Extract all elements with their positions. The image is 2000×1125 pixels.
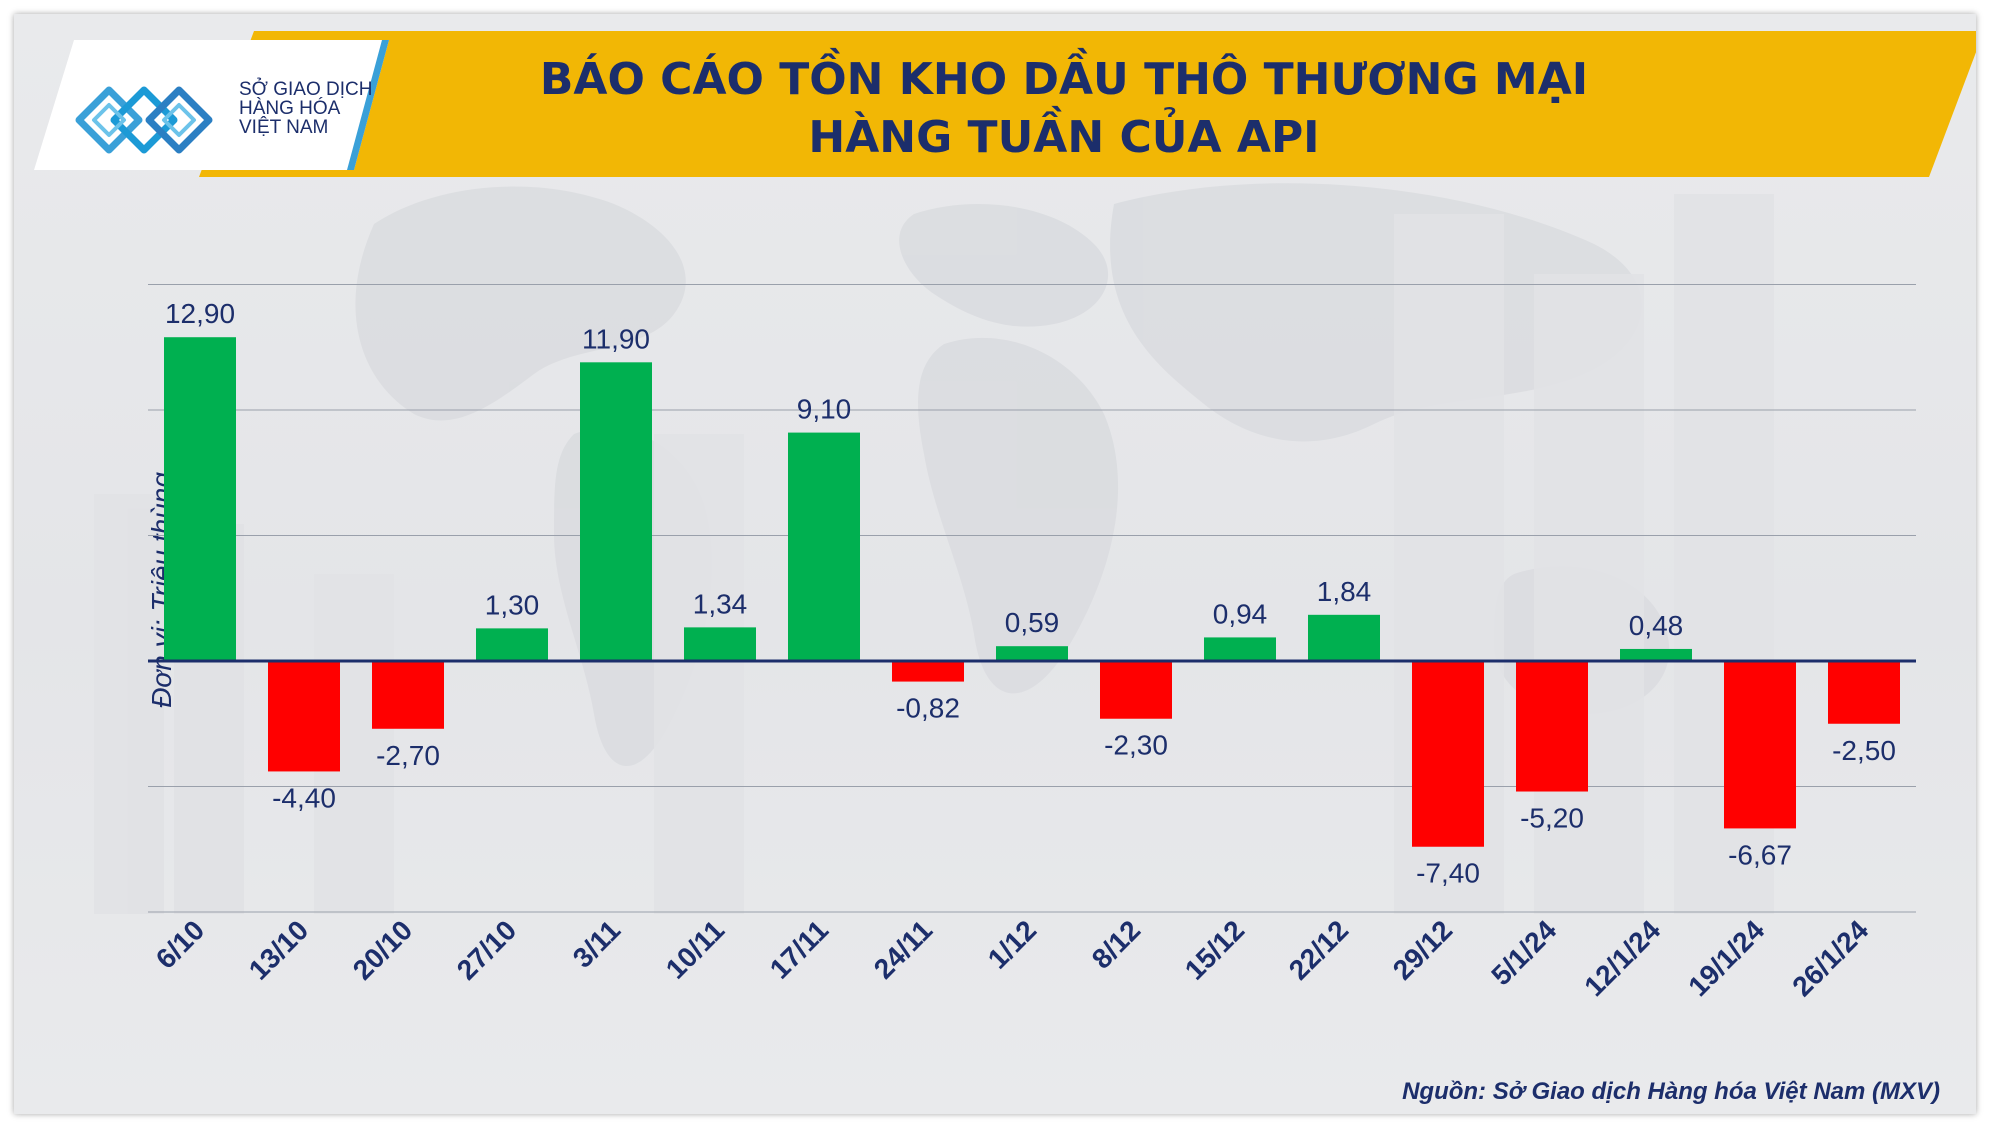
x-tick-label: 10/11 bbox=[660, 914, 730, 984]
chart-title: BÁO CÁO TỒN KHO DẦU THÔ THƯƠNG MẠI HÀNG … bbox=[514, 51, 1614, 167]
data-label: 0,48 bbox=[1629, 610, 1684, 641]
x-tick-label: 6/10 bbox=[150, 914, 210, 974]
bar bbox=[164, 337, 236, 661]
bar-chart: 12,90 6/10 -4,40 13/10 -2,70 20/10 1,30 27/10 11… bbox=[148, 284, 1916, 1002]
source-note: Nguồn: Sở Giao dịch Hàng hóa Việt Nam (M… bbox=[1402, 1078, 1940, 1105]
bar bbox=[1724, 661, 1796, 829]
data-label: -2,70 bbox=[376, 740, 440, 771]
x-tick-label: 1/12 bbox=[982, 914, 1042, 974]
data-label: -2,50 bbox=[1832, 735, 1896, 766]
data-label: 9,10 bbox=[797, 394, 852, 425]
data-label: -2,30 bbox=[1104, 730, 1168, 761]
data-label: -4,40 bbox=[272, 782, 336, 813]
title-line-1: BÁO CÁO TỒN KHO DẦU THÔ THƯƠNG MẠI bbox=[539, 54, 1589, 105]
logo-text: SỞ GIAO DỊCH HÀNG HÓA VIỆT NAM bbox=[239, 80, 399, 137]
title-line-2: HÀNG TUẦN CỦA API bbox=[808, 112, 1320, 163]
x-tick-label: 5/1/24 bbox=[1485, 914, 1562, 991]
x-tick-label: 26/1/24 bbox=[1786, 914, 1874, 1002]
data-label: -0,82 bbox=[896, 693, 960, 724]
chart-frame: BÁO CÁO TỒN KHO DẦU THÔ THƯƠNG MẠI HÀNG … bbox=[14, 14, 1976, 1114]
x-tick-label: 12/1/24 bbox=[1578, 914, 1666, 1002]
bar bbox=[476, 628, 548, 661]
data-label: 1,34 bbox=[693, 588, 748, 619]
x-tick-label: 15/12 bbox=[1179, 914, 1250, 985]
x-tick-label: 19/1/24 bbox=[1682, 914, 1770, 1002]
bar bbox=[892, 661, 964, 682]
x-tick-label: 22/12 bbox=[1283, 914, 1354, 985]
x-tick-label: 27/10 bbox=[451, 914, 522, 985]
bar bbox=[684, 627, 756, 661]
title-banner: BÁO CÁO TỒN KHO DẦU THÔ THƯƠNG MẠI HÀNG … bbox=[184, 31, 1976, 177]
logo-line-1: SỞ GIAO DỊCH bbox=[239, 79, 373, 100]
data-label: -7,40 bbox=[1416, 858, 1480, 889]
x-tick-label: 3/11 bbox=[567, 914, 626, 973]
banner-shape bbox=[199, 31, 1976, 177]
data-label: 1,84 bbox=[1317, 576, 1372, 607]
data-label: -6,67 bbox=[1728, 839, 1792, 870]
bar bbox=[1100, 661, 1172, 719]
bar bbox=[996, 646, 1068, 661]
x-tick-label: 8/12 bbox=[1086, 914, 1146, 974]
data-label: 12,90 bbox=[165, 298, 235, 329]
bar bbox=[268, 661, 340, 772]
bar bbox=[1204, 637, 1276, 661]
bar bbox=[1516, 661, 1588, 792]
bar bbox=[788, 432, 860, 661]
x-tick-label: 13/10 bbox=[243, 914, 314, 985]
logo: SỞ GIAO DỊCH HÀNG HÓA VIỆT NAM bbox=[34, 40, 389, 170]
data-label: 0,59 bbox=[1005, 607, 1060, 638]
x-tick-label: 20/10 bbox=[347, 914, 418, 985]
bar bbox=[1828, 661, 1900, 724]
logo-line-2: HÀNG HÓA bbox=[239, 98, 341, 119]
logo-mark-icon bbox=[75, 86, 213, 154]
logo-badge bbox=[34, 40, 389, 170]
x-tick-label: 29/12 bbox=[1387, 914, 1458, 985]
data-label: 1,30 bbox=[485, 589, 540, 620]
x-tick-label: 17/11 bbox=[764, 914, 834, 984]
bar bbox=[1412, 661, 1484, 847]
bar bbox=[372, 661, 444, 729]
data-label: -5,20 bbox=[1520, 803, 1584, 834]
x-tick-label: 24/11 bbox=[868, 914, 938, 984]
data-label: 11,90 bbox=[582, 323, 650, 354]
bar bbox=[580, 362, 652, 661]
bar bbox=[1620, 648, 1692, 661]
data-label: 0,94 bbox=[1213, 598, 1268, 629]
logo-line-3: VIỆT NAM bbox=[239, 117, 329, 138]
bar bbox=[1308, 614, 1380, 661]
